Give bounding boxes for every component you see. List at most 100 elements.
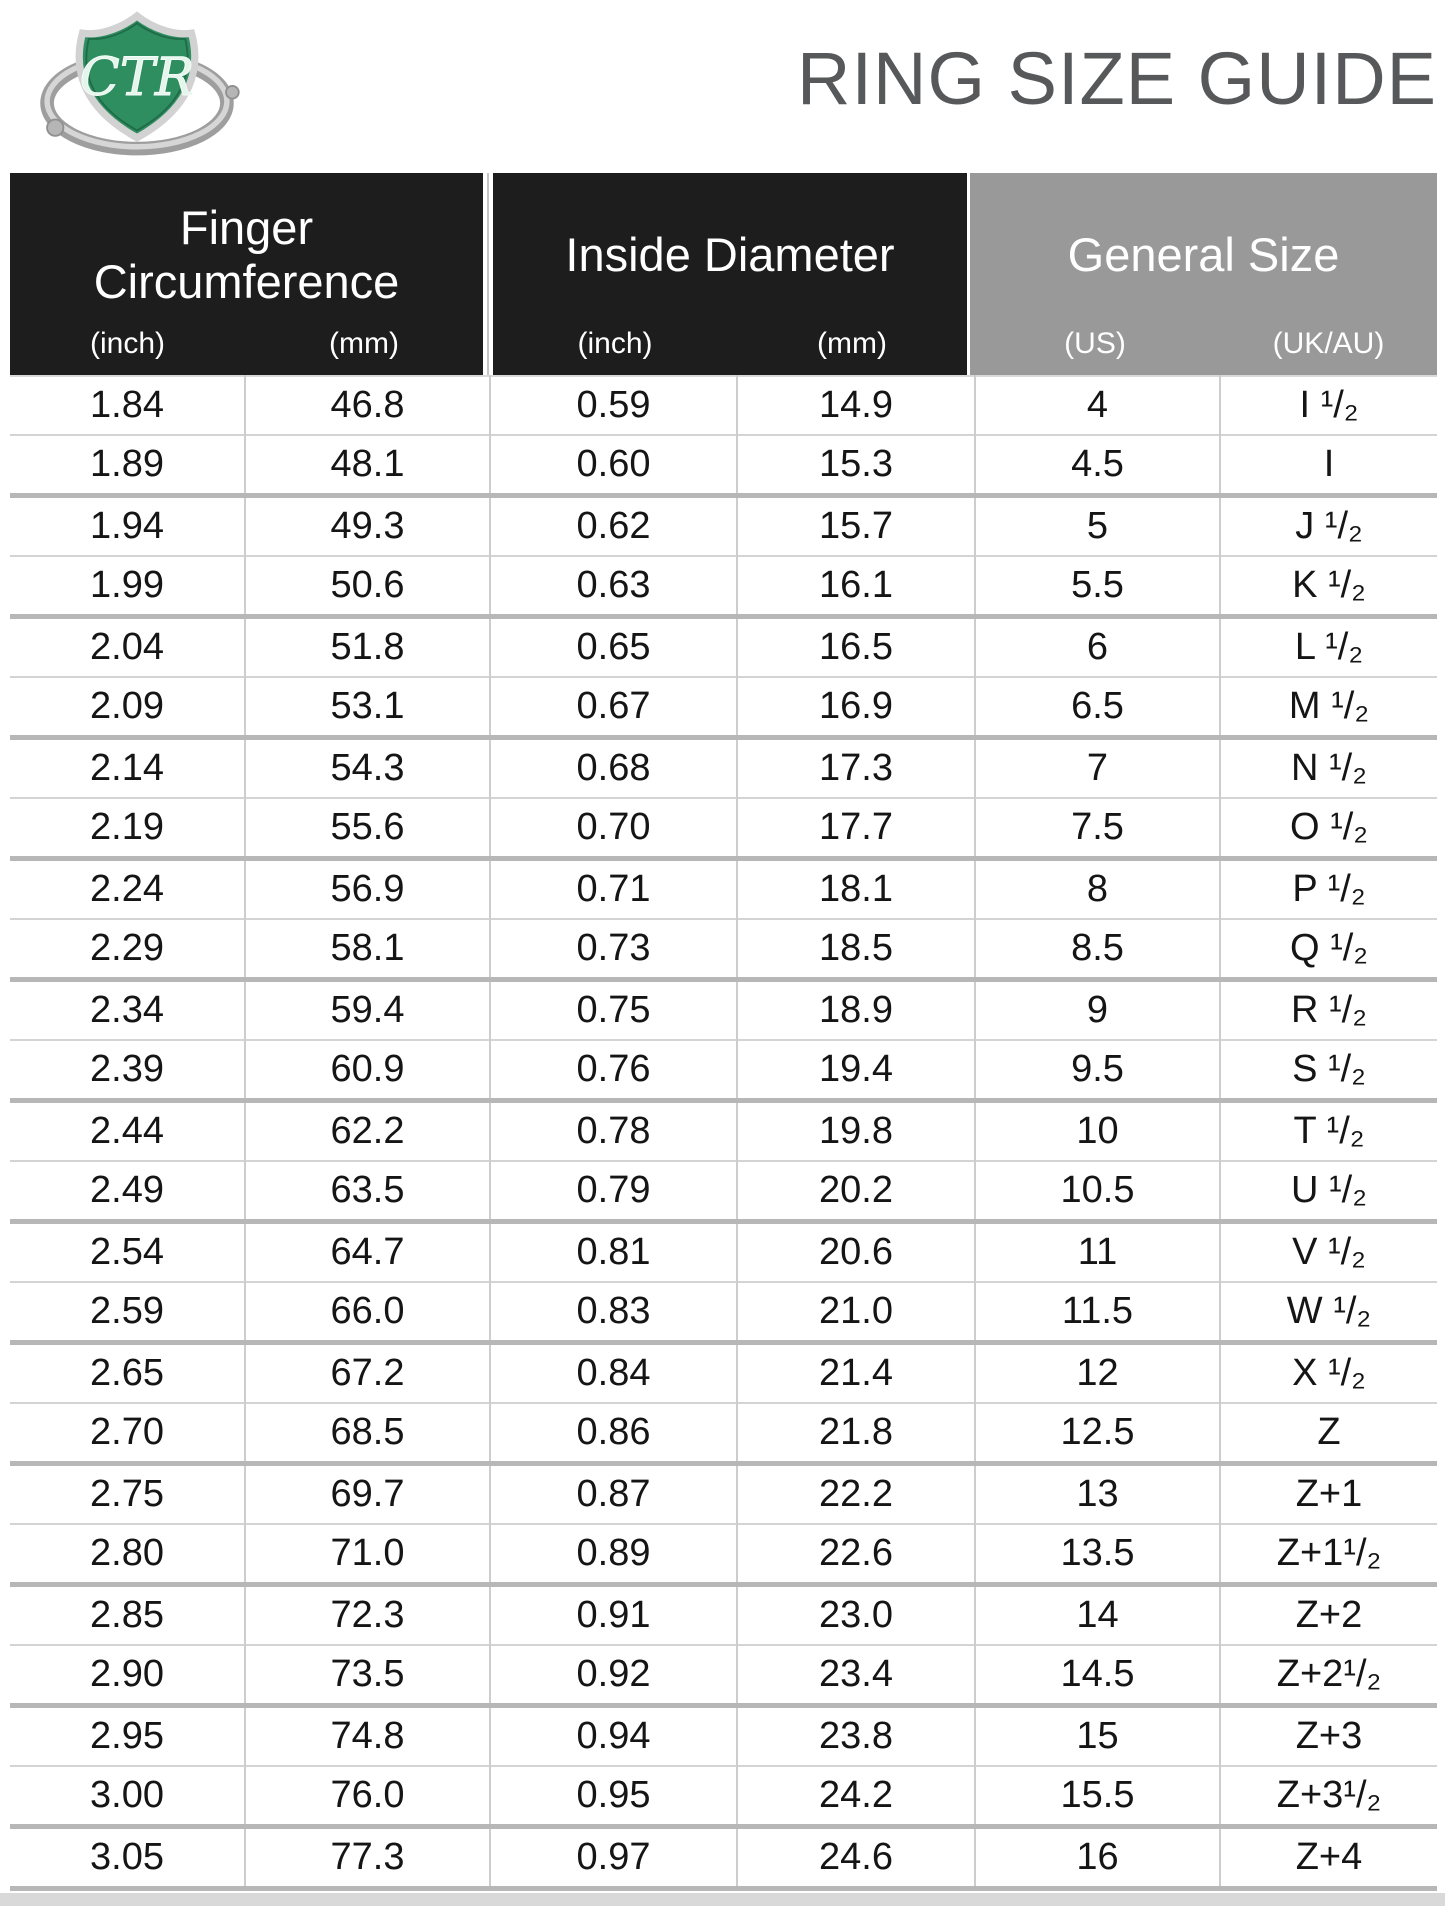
table-row: 2.59 66.0 0.83 21.0 11.5 W ¹/₂: [10, 1282, 1437, 1343]
subheader-id-mm: (mm): [817, 327, 887, 360]
size-cell: U ¹/₂: [1219, 1161, 1437, 1222]
size-cell: 0.79: [489, 1161, 737, 1222]
size-table-body: 1.84 46.8 0.59 14.9 4 I ¹/₂ 1.89 48.1 0.60 15.3 4.…: [10, 376, 1437, 1889]
header-group-finger-circumference: Finger Circumference (inch) (mm): [10, 173, 483, 375]
size-cell: X ¹/₂: [1219, 1342, 1437, 1403]
table-row: 1.84 46.8 0.59 14.9 4 I ¹/₂: [10, 376, 1437, 435]
size-cell: 73.5: [244, 1645, 490, 1706]
size-cell: O ¹/₂: [1219, 798, 1437, 859]
bottom-strip: [0, 1893, 1445, 1906]
table-row: 2.34 59.4 0.75 18.9 9 R ¹/₂: [10, 979, 1437, 1040]
size-cell: S ¹/₂: [1219, 1040, 1437, 1101]
ctr-ring-logo: CTR: [28, 4, 246, 166]
size-cell: 18.1: [736, 858, 975, 919]
table-row: 1.94 49.3 0.62 15.7 5 J ¹/₂: [10, 495, 1437, 556]
size-cell: 16.9: [736, 677, 975, 738]
size-cell: 2.09: [90, 685, 164, 727]
size-cell: 50.6: [244, 556, 490, 617]
size-cell: 63.5: [244, 1161, 490, 1222]
size-cell: 71.0: [244, 1524, 490, 1585]
ctr-ring-icon: CTR: [40, 11, 240, 156]
header-divider: [483, 173, 493, 375]
table-row: 2.80 71.0 0.89 22.6 13.5 Z+1¹/₂: [10, 1524, 1437, 1585]
table-row: 2.95 74.8 0.94 23.8 15 Z+3: [10, 1705, 1437, 1766]
table-row: 2.65 67.2 0.84 21.4 12 X ¹/₂: [10, 1342, 1437, 1403]
table-row: 2.54 64.7 0.81 20.6 11 V ¹/₂: [10, 1221, 1437, 1282]
size-cell: P ¹/₂: [1219, 858, 1437, 919]
size-cell: Z+2¹/₂: [1219, 1645, 1437, 1706]
size-cell: Q ¹/₂: [1219, 919, 1437, 980]
size-cell: 24.6: [736, 1826, 975, 1889]
size-cell: 5: [974, 495, 1220, 556]
size-cell: 0.89: [489, 1524, 737, 1585]
size-cell: V ¹/₂: [1219, 1221, 1437, 1282]
table-row: 2.44 62.2 0.78 19.8 10 T ¹/₂: [10, 1100, 1437, 1161]
size-cell: 19.8: [736, 1100, 975, 1161]
ctr-shield-text: CTR: [79, 47, 194, 108]
size-cell: 51.8: [244, 616, 490, 677]
group-title-inside-diameter: Inside Diameter: [565, 227, 895, 281]
size-cell: 0.95: [489, 1766, 737, 1827]
size-cell: 21.0: [736, 1282, 975, 1343]
size-cell: 12.5: [974, 1403, 1220, 1464]
size-cell: 13: [974, 1463, 1220, 1524]
size-cell: 7: [974, 737, 1220, 798]
table-row: 3.05 77.3 0.97 24.6 16 Z+4: [10, 1826, 1437, 1889]
size-cell: 0.70: [489, 798, 737, 859]
table-row: 2.24 56.9 0.71 18.1 8 P ¹/₂: [10, 858, 1437, 919]
size-cell: 0.68: [489, 737, 737, 798]
table-row: 2.19 55.6 0.70 17.7 7.5 O ¹/₂: [10, 798, 1437, 859]
size-cell: 0.76: [489, 1040, 737, 1101]
size-cell: 2.29: [90, 927, 164, 969]
size-cell: 0.97: [489, 1826, 737, 1889]
size-cell: 2.75: [90, 1473, 164, 1515]
size-cell: 20.2: [736, 1161, 975, 1222]
size-cell: 68.5: [244, 1403, 490, 1464]
table-row: 2.39 60.9 0.76 19.4 9.5 S ¹/₂: [10, 1040, 1437, 1101]
size-cell: 0.67: [489, 677, 737, 738]
size-cell: R ¹/₂: [1219, 979, 1437, 1040]
size-cell: N ¹/₂: [1219, 737, 1437, 798]
size-cell: 19.4: [736, 1040, 975, 1101]
table-row: 2.04 51.8 0.65 16.5 6 L ¹/₂: [10, 616, 1437, 677]
size-cell: 0.65: [489, 616, 737, 677]
size-cell: 0.71: [489, 858, 737, 919]
size-cell: 76.0: [244, 1766, 490, 1827]
size-cell: 23.8: [736, 1705, 975, 1766]
size-cell: 13.5: [974, 1524, 1220, 1585]
table-row: 1.99 50.6 0.63 16.1 5.5 K ¹/₂: [10, 556, 1437, 617]
table-header: Finger Circumference (inch) (mm) Inside …: [10, 173, 1437, 375]
size-cell: 10.5: [974, 1161, 1220, 1222]
size-cell: 15: [974, 1705, 1220, 1766]
size-cell: 8: [974, 858, 1220, 919]
size-cell: 1.84: [90, 384, 164, 426]
size-cell: 16: [974, 1826, 1220, 1889]
size-cell: I ¹/₂: [1219, 376, 1437, 435]
size-cell: 2.65: [90, 1352, 164, 1394]
size-cell: 4.5: [974, 435, 1220, 496]
size-cell: 2.59: [90, 1290, 164, 1332]
size-cell: Z: [1219, 1403, 1437, 1464]
size-cell: 53.1: [244, 677, 490, 738]
table-row: 2.49 63.5 0.79 20.2 10.5 U ¹/₂: [10, 1161, 1437, 1222]
size-cell: 55.6: [244, 798, 490, 859]
size-cell: 0.59: [489, 376, 737, 435]
size-cell: 2.95: [90, 1715, 164, 1757]
size-cell: 0.81: [489, 1221, 737, 1282]
subheader-row: (US) (UK/AU): [970, 327, 1437, 375]
size-cell: 6.5: [974, 677, 1220, 738]
subheader-ukau: (UK/AU): [1272, 327, 1385, 360]
size-cell: 16.5: [736, 616, 975, 677]
subheader-row: (inch) (mm): [493, 327, 967, 375]
size-cell: 59.4: [244, 979, 490, 1040]
size-cell: 0.75: [489, 979, 737, 1040]
size-cell: Z+1: [1219, 1463, 1437, 1524]
size-cell: 0.83: [489, 1282, 737, 1343]
size-cell: 0.84: [489, 1342, 737, 1403]
size-cell: 69.7: [244, 1463, 490, 1524]
size-cell: 77.3: [244, 1826, 490, 1889]
size-cell: 0.63: [489, 556, 737, 617]
size-cell: 18.5: [736, 919, 975, 980]
size-cell: 0.91: [489, 1584, 737, 1645]
size-cell: 14: [974, 1584, 1220, 1645]
